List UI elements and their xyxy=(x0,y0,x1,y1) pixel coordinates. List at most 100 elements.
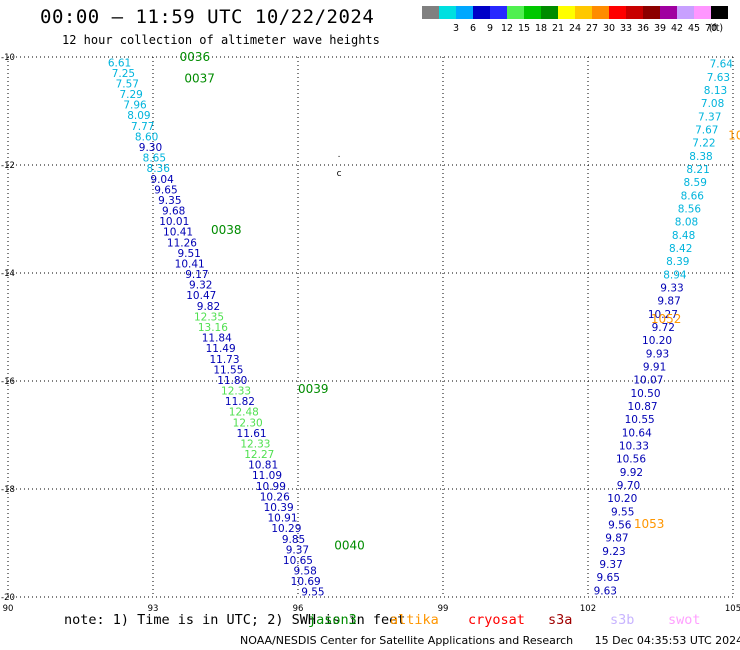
track2-value: 7.64 xyxy=(710,59,734,71)
y-tick-label: -12 xyxy=(1,161,15,171)
track2-value: 10.55 xyxy=(625,414,655,426)
track2-value: 8.38 xyxy=(689,151,712,163)
track1-value: 8.60 xyxy=(135,131,158,143)
track2-value: 7.08 xyxy=(701,98,724,110)
track1-value: 10.39 xyxy=(264,502,294,514)
legend-label: 21 xyxy=(552,23,564,34)
track1-value: 8.65 xyxy=(143,153,166,165)
track1-value: 11.26 xyxy=(167,237,197,249)
track2-value: 8.13 xyxy=(704,85,727,97)
track2-value: 10.87 xyxy=(628,401,658,413)
island-mark: . xyxy=(338,150,341,160)
track2-value: 8.94 xyxy=(663,269,687,281)
legend-swatch xyxy=(609,6,626,19)
track2-value: 10.64 xyxy=(622,427,652,439)
legend-label: 39 xyxy=(654,23,666,34)
track1-value: 7.77 xyxy=(131,121,154,133)
track2-time-label: 10 xyxy=(728,128,740,142)
track1-value: 10.41 xyxy=(175,258,205,270)
satellite-legend-jason3: jason3 xyxy=(308,612,357,628)
satellite-legend-s3b: s3b xyxy=(610,612,635,628)
track2-value: 7.22 xyxy=(692,138,715,150)
track1-time-label: 0037 xyxy=(184,72,215,86)
track1-value: 11.73 xyxy=(209,354,239,366)
legend-swatch xyxy=(575,6,592,19)
track1-value: 9.68 xyxy=(162,206,185,218)
track1-value: 9.82 xyxy=(197,301,220,313)
track1-value: 10.47 xyxy=(186,290,216,302)
track2-value: 8.56 xyxy=(678,203,702,215)
legend-swatch xyxy=(524,6,541,19)
track1-value: 9.51 xyxy=(177,248,200,260)
legend-label: 30 xyxy=(603,23,615,34)
legend-swatch xyxy=(456,6,473,19)
legend-swatch xyxy=(677,6,694,19)
legend-swatch xyxy=(473,6,490,19)
track2-value: 9.87 xyxy=(605,533,628,545)
legend-swatch xyxy=(711,6,728,19)
track1-value: 12.27 xyxy=(244,449,274,461)
legend-swatch xyxy=(541,6,558,19)
track1-value: 11.84 xyxy=(202,333,232,345)
track1-value: 10.41 xyxy=(163,227,193,239)
legend-swatch xyxy=(643,6,660,19)
y-tick-label: -20 xyxy=(1,593,15,603)
track1-value: 11.82 xyxy=(225,396,255,408)
track1-value: 12.33 xyxy=(221,386,251,398)
legend-label: 27 xyxy=(586,23,598,34)
footer-note: note: 1) Time is in UTC; 2) SWH is in fe… xyxy=(64,612,406,628)
track1-time-label: 0038 xyxy=(211,223,242,237)
legend-swatch xyxy=(558,6,575,19)
island-mark: c xyxy=(337,169,342,179)
track1-value: 10.69 xyxy=(291,576,321,588)
track1-time-label: 0040 xyxy=(334,539,365,553)
track2-value: 9.55 xyxy=(611,506,634,518)
satellite-legend-altika: altika xyxy=(390,612,439,628)
track2-value: 9.93 xyxy=(646,348,669,360)
track1-value: 7.25 xyxy=(112,68,135,80)
track1-value: 9.17 xyxy=(185,269,208,281)
legend-label: 6 xyxy=(470,23,476,34)
track1-value: 10.91 xyxy=(267,513,297,525)
track2-value: 8.08 xyxy=(675,217,698,229)
track1-value: 9.37 xyxy=(286,544,309,556)
satellite-legend-cryosat: cryosat xyxy=(468,612,525,628)
track1-value: 13.16 xyxy=(198,322,228,334)
legend-label: 12 xyxy=(501,23,513,34)
track1-time-label: 0036 xyxy=(180,50,211,64)
track2-value: 9.92 xyxy=(620,467,643,479)
track1-value: 9.04 xyxy=(150,174,174,186)
legend-label: 36 xyxy=(637,23,649,34)
track1-value: 12.35 xyxy=(194,311,224,323)
legend-swatch xyxy=(439,6,456,19)
track1-value: 12.48 xyxy=(229,407,259,419)
track1-value: 9.35 xyxy=(158,195,181,207)
track2-value: 8.39 xyxy=(666,256,689,268)
track1-value: 9.85 xyxy=(282,534,305,546)
track2-value: 9.37 xyxy=(599,559,622,571)
track2-value: 9.72 xyxy=(652,322,675,334)
legend-swatch xyxy=(507,6,524,19)
legend-swatch xyxy=(694,6,711,19)
track1-value: 9.58 xyxy=(293,566,316,578)
track2-value: 8.21 xyxy=(686,164,709,176)
x-tick-label: 99 xyxy=(438,604,449,614)
track1-value: 8.09 xyxy=(127,110,150,122)
page-title: 00:00 – 11:59 UTC 10/22/2024 xyxy=(40,6,375,28)
track2-time-label: 1052 xyxy=(651,312,682,326)
track2-value: 9.70 xyxy=(617,480,640,492)
track1-value: 10.26 xyxy=(260,491,290,503)
track2-value: 10.56 xyxy=(616,454,646,466)
x-tick-label: 93 xyxy=(148,604,159,614)
track1-value: 11.80 xyxy=(217,375,247,387)
track1-value: 11.49 xyxy=(206,343,236,355)
track1-value: 6.61 xyxy=(108,57,131,69)
track1-value: 8.36 xyxy=(147,163,171,175)
track1-value: 10.99 xyxy=(256,481,286,493)
legend-swatch xyxy=(422,6,439,19)
legend-label: 3 xyxy=(453,23,459,34)
track1-value: 11.09 xyxy=(252,470,282,482)
track2-value: 8.59 xyxy=(684,177,707,189)
track1-value: 9.55 xyxy=(301,587,324,599)
